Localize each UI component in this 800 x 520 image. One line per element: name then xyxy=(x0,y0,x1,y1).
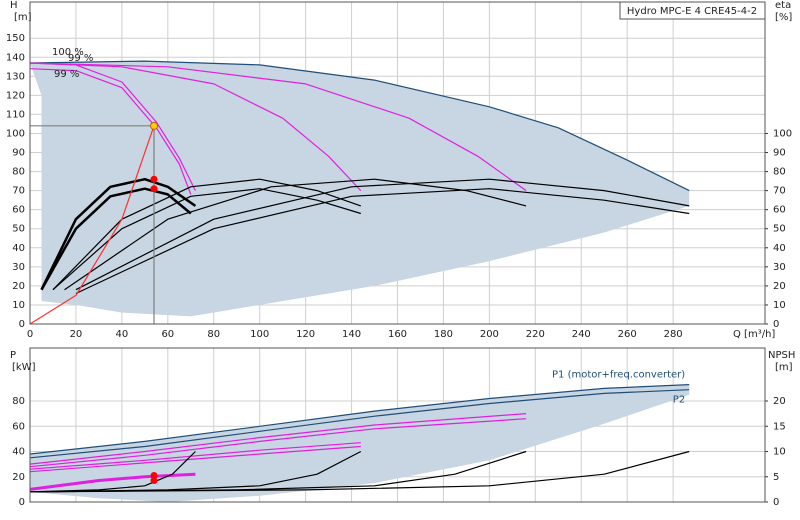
y-tick-label: 60 xyxy=(12,205,25,216)
y-axis-label: H xyxy=(10,0,18,11)
x-tick-label: 120 xyxy=(296,329,315,340)
y-tick-label: 120 xyxy=(6,90,25,101)
x-tick-label: 160 xyxy=(388,329,407,340)
y-tick-label: 140 xyxy=(6,52,25,63)
x-tick-label: 80 xyxy=(207,329,220,340)
y2-tick-label: 0 xyxy=(773,319,779,330)
y-axis-label: P xyxy=(10,350,16,361)
x-tick-label: 260 xyxy=(618,329,637,340)
y2-tick-label: 100 xyxy=(773,128,792,139)
curve xyxy=(29,413,527,465)
curve xyxy=(64,178,527,291)
y2-tick-label: 30 xyxy=(773,262,786,273)
x-axis-label: Q [m³/h] xyxy=(733,329,775,340)
plot-frame xyxy=(29,1,766,325)
y-tick-label: 30 xyxy=(12,262,25,273)
x-tick-label: 0 xyxy=(27,329,33,340)
x-tick-label: 180 xyxy=(434,329,453,340)
curve xyxy=(29,445,361,473)
operating-point xyxy=(150,175,158,183)
y-tick-label: 50 xyxy=(12,224,25,235)
y-tick-label: 20 xyxy=(12,472,25,483)
curve xyxy=(29,125,155,325)
curve xyxy=(29,62,362,192)
y-axis-unit: [kW] xyxy=(12,362,36,373)
y-tick-label: 90 xyxy=(12,148,25,159)
curve xyxy=(29,60,690,192)
x-tick-label: 140 xyxy=(342,329,361,340)
y2-tick-label: 60 xyxy=(773,205,786,216)
annotation: 99 % xyxy=(68,53,93,64)
y-tick-label: 80 xyxy=(12,396,25,407)
operating-point xyxy=(150,121,159,130)
y2-axis-unit: [m] xyxy=(775,362,793,373)
curve xyxy=(29,62,527,192)
chart-title: Hydro MPC-E 4 CRE45-4-2 xyxy=(627,6,757,17)
y-tick-label: 60 xyxy=(12,421,25,432)
x-tick-label: 200 xyxy=(480,329,499,340)
curve xyxy=(29,442,361,470)
y-tick-label: 80 xyxy=(12,167,25,178)
y2-tick-label: 70 xyxy=(773,186,786,197)
series-label: P1 (motor+freq.converter) xyxy=(552,370,685,381)
annotation: 99 % xyxy=(54,69,79,80)
annotation: 100 % xyxy=(52,47,84,58)
curve xyxy=(29,68,192,195)
y-tick-label: 40 xyxy=(12,447,25,458)
y2-tick-label: 20 xyxy=(773,281,786,292)
plot-frame xyxy=(29,347,766,503)
y-tick-label: 0 xyxy=(19,319,25,330)
y-tick-label: 70 xyxy=(12,186,25,197)
operating-point xyxy=(150,471,158,479)
x-tick-label: 20 xyxy=(70,329,83,340)
curve xyxy=(75,178,690,291)
y-tick-label: 110 xyxy=(6,109,25,120)
x-tick-label: 240 xyxy=(572,329,591,340)
curve xyxy=(29,389,690,459)
y2-tick-label: 50 xyxy=(773,224,786,235)
x-tick-label: 220 xyxy=(526,329,545,340)
title-box xyxy=(619,1,766,20)
curve xyxy=(29,418,527,468)
x-tick-label: 40 xyxy=(116,329,129,340)
y-axis-unit: [m] xyxy=(14,12,32,23)
y-tick-label: 0 xyxy=(19,497,25,508)
y2-tick-label: 10 xyxy=(773,300,786,311)
y2-tick-label: 15 xyxy=(773,421,786,432)
series-label: P2 xyxy=(673,395,685,406)
y-tick-label: 130 xyxy=(6,71,25,82)
x-tick-label: 100 xyxy=(250,329,269,340)
curve xyxy=(40,177,197,291)
y2-axis-unit: [%] xyxy=(775,12,792,23)
y2-axis-label: NPSH xyxy=(768,350,795,361)
curve xyxy=(29,450,690,493)
curve xyxy=(75,188,690,295)
y-tick-label: 100 xyxy=(6,128,25,139)
curve xyxy=(40,187,192,291)
y2-tick-label: 0 xyxy=(773,497,779,508)
y-tick-label: 10 xyxy=(12,300,25,311)
y2-tick-label: 20 xyxy=(773,396,786,407)
x-tick-label: 60 xyxy=(161,329,174,340)
y2-tick-label: 5 xyxy=(773,472,779,483)
y2-axis-label: eta xyxy=(775,0,791,11)
y2-tick-label: 10 xyxy=(773,447,786,458)
y-tick-label: 20 xyxy=(12,281,25,292)
y-tick-label: 40 xyxy=(12,243,25,254)
operating-point xyxy=(150,185,158,193)
y2-tick-label: 40 xyxy=(773,243,786,254)
x-tick-label: 280 xyxy=(664,329,683,340)
curve xyxy=(29,384,690,455)
operating-point xyxy=(150,477,158,485)
curve xyxy=(29,451,196,493)
y2-tick-label: 80 xyxy=(773,167,786,178)
y-tick-label: 150 xyxy=(6,33,25,44)
y2-tick-label: 90 xyxy=(773,148,786,159)
